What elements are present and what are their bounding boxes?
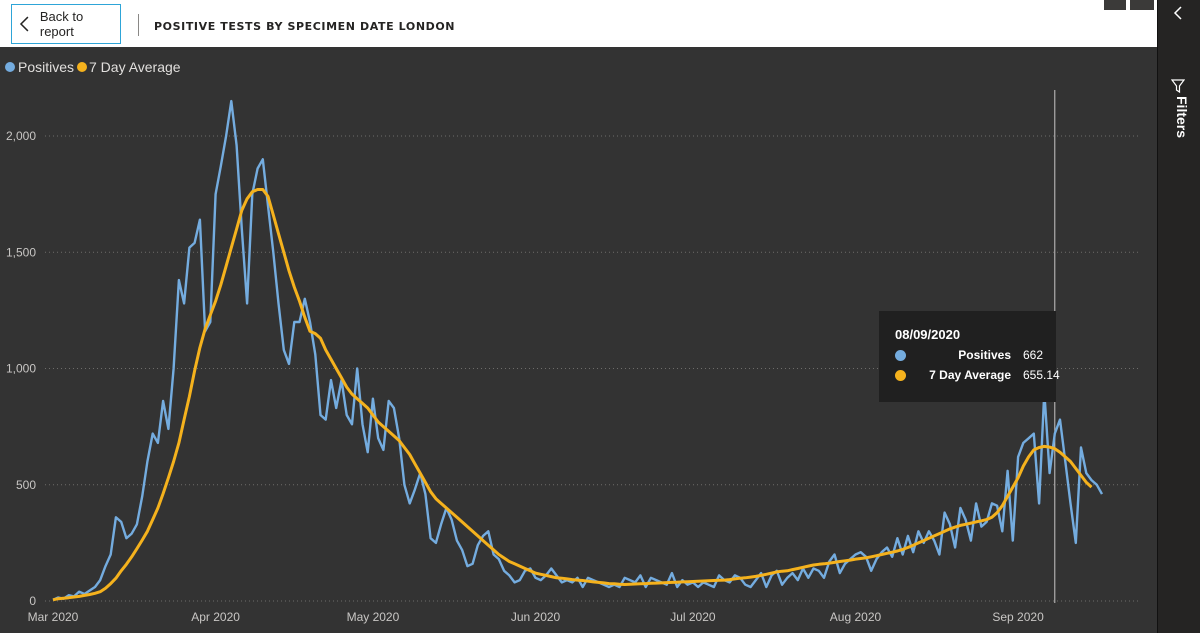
legend: Positives 7 Day Average [5, 59, 181, 75]
visual-header: Back to report POSITIVE TESTS BY SPECIME… [0, 0, 1157, 47]
filters-pane: Filters [1157, 0, 1200, 633]
back-to-report-button[interactable]: Back to report [11, 4, 121, 44]
pin-visual-button[interactable] [1104, 0, 1126, 10]
tooltip-date: 08/09/2020 [895, 327, 961, 342]
tooltip-average-marker [895, 370, 906, 381]
line-chart-visual[interactable]: 0 500 1,000 1,500 2,000 Mar 2020 Apr 2020 May … [0, 47, 1157, 633]
x-tick-label: Jun 2020 [511, 610, 561, 624]
tooltip-positives-marker [895, 350, 906, 361]
tooltip: 08/09/2020 Positives 662 7 Day Average 6… [879, 311, 1060, 402]
tooltip-row-average: 7 Day Average 655.14 [895, 368, 1060, 384]
chevron-left-icon[interactable] [1170, 6, 1188, 20]
page-title: POSITIVE TESTS BY SPECIMEN DATE LONDON [154, 20, 456, 33]
y-tick-label: 0 [29, 594, 36, 608]
y-tick-label: 2,000 [6, 129, 36, 143]
y-tick-label: 500 [16, 478, 36, 492]
x-tick-label: Sep 2020 [992, 610, 1044, 624]
filters-pane-label[interactable]: Filters [1174, 96, 1190, 139]
header-divider [138, 14, 139, 36]
legend-positives-label[interactable]: Positives [18, 59, 74, 75]
tooltip-series-value: 655.14 [1023, 368, 1060, 382]
legend-average-marker [77, 62, 87, 72]
x-tick-label: Jul 2020 [670, 610, 716, 624]
line-chart[interactable]: 0 500 1,000 1,500 2,000 Mar 2020 Apr 2020 May … [0, 47, 1157, 633]
more-options-button[interactable] [1130, 0, 1154, 10]
tooltip-series-name: 7 Day Average [929, 368, 1011, 382]
positives-line[interactable] [52, 99, 1104, 601]
y-tick-label: 1,000 [6, 362, 36, 376]
chevron-left-icon [19, 16, 29, 32]
x-tick-label: May 2020 [347, 610, 400, 624]
back-to-report-label: Back to report [39, 9, 84, 39]
legend-positives-marker [5, 62, 15, 72]
legend-average-label[interactable]: 7 Day Average [89, 59, 181, 75]
tooltip-series-value: 662 [1023, 348, 1044, 362]
seven-day-average-line[interactable] [52, 188, 1093, 602]
x-tick-label: Mar 2020 [28, 610, 79, 624]
x-tick-label: Aug 2020 [830, 610, 882, 624]
tooltip-series-name: Positives [958, 348, 1011, 362]
tooltip-row-positives: Positives 662 [895, 348, 1055, 364]
y-tick-label: 1,500 [6, 245, 36, 259]
x-tick-label: Apr 2020 [191, 610, 240, 624]
filter-icon [1171, 79, 1185, 94]
